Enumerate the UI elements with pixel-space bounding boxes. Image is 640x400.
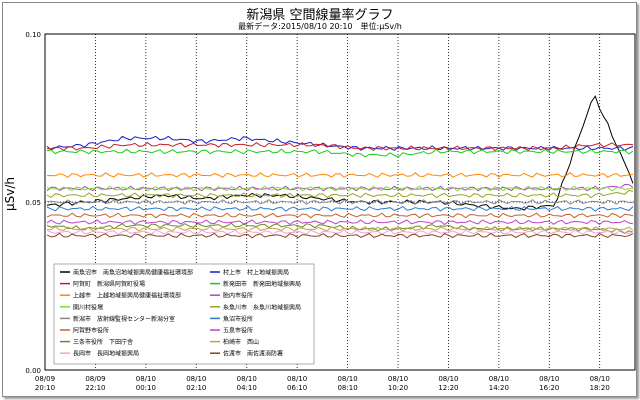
x-tick-time: 14:20 — [489, 384, 509, 392]
x-tick-time: 10:20 — [388, 384, 408, 392]
x-tick-time: 18:20 — [590, 384, 610, 392]
x-tick-date: 08/10 — [237, 375, 257, 383]
legend-entry: 三条市役所 下田庁舎 — [73, 338, 133, 346]
x-tick-date: 08/10 — [539, 375, 559, 383]
y-tick-label: 0.05 — [25, 199, 41, 207]
legend-entry: 新潟市 放射線監視センター新潟分室 — [73, 315, 175, 323]
series-line — [46, 135, 634, 152]
legend-entry: 阿賀町 新潟県阿賀町役場 — [73, 280, 145, 288]
y-tick-label: 0.00 — [25, 367, 41, 375]
x-tick-date: 08/09 — [85, 375, 105, 383]
legend-entry: 柏崎市 西山 — [223, 338, 259, 346]
x-tick-time: 06:10 — [287, 384, 307, 392]
y-tick-label: 0.10 — [25, 31, 41, 39]
legend-entry: 村上市 村上地域振興局 — [223, 269, 289, 277]
series-line — [46, 205, 634, 212]
series-line — [46, 219, 634, 226]
series-line — [46, 189, 634, 199]
legend-entry: 胎内市役所 — [223, 292, 253, 300]
x-tick-time: 16:20 — [539, 384, 559, 392]
series-line — [46, 222, 634, 234]
legend-entry: 五泉市役所 — [223, 327, 253, 335]
legend-entry: 上越市 上越地域振興局健康福祉環境部 — [73, 292, 181, 300]
x-tick-time: 20:10 — [35, 384, 55, 392]
legend-box — [53, 263, 315, 365]
legend-entry: 魚沼市役所 — [223, 315, 253, 323]
x-tick-date: 08/10 — [590, 375, 610, 383]
legend-entry: 南魚沼市 南魚沼地域振興局健康福祉環境部 — [73, 269, 193, 277]
legend-entry: 糸魚川市 糸魚川地域振興局 — [223, 303, 301, 311]
x-tick-date: 08/10 — [388, 375, 408, 383]
x-tick-time: 08:10 — [337, 384, 357, 392]
series-line — [46, 141, 634, 152]
series-line — [46, 148, 634, 158]
x-tick-date: 08/10 — [287, 375, 307, 383]
series-line — [46, 229, 634, 236]
x-tick-time: 04:10 — [237, 384, 257, 392]
series-line — [46, 232, 634, 239]
x-tick-date: 08/10 — [438, 375, 458, 383]
legend-entry: 新発田市 新発田地域振興局 — [223, 280, 301, 288]
legend-entry: 阿賀野市役所 — [73, 327, 109, 335]
series-line — [46, 212, 634, 219]
x-tick-time: 00:10 — [136, 384, 156, 392]
series-line — [46, 225, 634, 232]
series-line — [46, 185, 633, 192]
legend-entry: 佐渡市 南佐渡消防署 — [223, 350, 283, 358]
y-axis-label: μSv/h — [3, 177, 17, 211]
series-line — [46, 172, 634, 179]
legend-entry: 関川村役場 — [73, 303, 103, 311]
x-tick-date: 08/09 — [35, 375, 55, 383]
series-line — [46, 199, 634, 205]
x-tick-date: 08/10 — [489, 375, 509, 383]
x-tick-time: 22:10 — [85, 384, 105, 392]
chart-title: 新潟県 空間線量率グラフ — [246, 8, 394, 23]
x-tick-date: 08/10 — [186, 375, 206, 383]
x-tick-time: 12:20 — [438, 384, 458, 392]
x-tick-date: 08/10 — [337, 375, 357, 383]
x-tick-date: 08/10 — [136, 375, 156, 383]
legend-entry: 長岡市 長岡地域振興局 — [73, 350, 139, 358]
x-tick-time: 02:10 — [186, 384, 206, 392]
chart-subtitle: 最新データ:2015/08/10 20:10 単位:μSv/h — [238, 22, 402, 31]
